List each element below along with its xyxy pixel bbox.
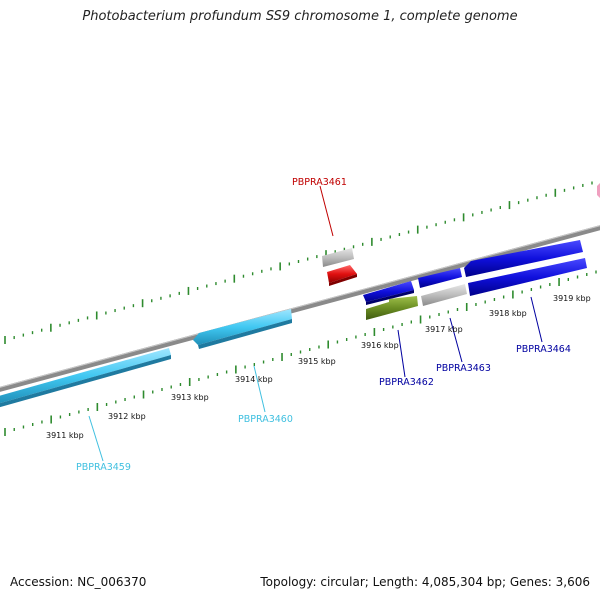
map-title: Photobacterium profundum SS9 chromosome … [82, 9, 518, 24]
scale-label: 3911 kbp [46, 431, 84, 440]
scale-label: 3917 kbp [425, 325, 463, 334]
gene-label-PBPRA3462[interactable]: PBPRA3462 [379, 377, 434, 388]
scale-label: 3913 kbp [171, 393, 209, 402]
chromosome-backbone [0, 225, 600, 392]
gene-PBPRA3462-blue[interactable] [363, 281, 414, 305]
gene-PBPRA3464[interactable] [468, 258, 587, 296]
genome-summary: Topology: circular; Length: 4,085,304 bp… [260, 575, 590, 589]
scale-label: 3915 kbp [298, 357, 336, 366]
gene-label-PBPRA3461[interactable]: PBPRA3461 [292, 177, 347, 188]
gene-PBPRA3459[interactable] [0, 348, 171, 408]
scale-label: 3919 kbp [553, 294, 591, 303]
gene-PBPRA3463[interactable] [421, 284, 467, 306]
gene-PBPRA3462[interactable] [366, 296, 418, 320]
leader-PBPRA3463 [449, 317, 463, 363]
gene-PBPRA3464-blue[interactable] [464, 240, 583, 277]
leader-PBPRA3462 [397, 329, 406, 378]
lower-tick-track [4, 270, 597, 436]
leader-PBPRA3459 [88, 415, 104, 462]
gene-PBPRA3461-grey[interactable] [322, 248, 354, 267]
leader-PBPRA3461 [319, 185, 334, 237]
scale-label: 3912 kbp [108, 412, 146, 421]
scale-label: 3914 kbp [235, 375, 273, 384]
chromosome-backbone-highlight [0, 225, 600, 388]
gene-label-PBPRA3460[interactable]: PBPRA3460 [238, 414, 293, 425]
leader-PBPRA3464 [530, 296, 543, 343]
leader-PBPRA3460 [253, 365, 266, 413]
scale-label: 3918 kbp [489, 309, 527, 318]
accession-label: Accession: NC_006370 [10, 575, 147, 589]
gene-PBPRA3463-blue[interactable] [418, 268, 462, 288]
gene-label-PBPRA3464[interactable]: PBPRA3464 [516, 344, 571, 355]
gene-label-PBPRA3459[interactable]: PBPRA3459 [76, 462, 131, 473]
gene-PBPRA3461[interactable] [327, 265, 357, 286]
scale-label: 3916 kbp [361, 341, 399, 350]
gene-fragment-edge [597, 183, 600, 198]
gene-PBPRA3460[interactable] [193, 309, 292, 349]
gene-label-PBPRA3463[interactable]: PBPRA3463 [436, 363, 491, 374]
